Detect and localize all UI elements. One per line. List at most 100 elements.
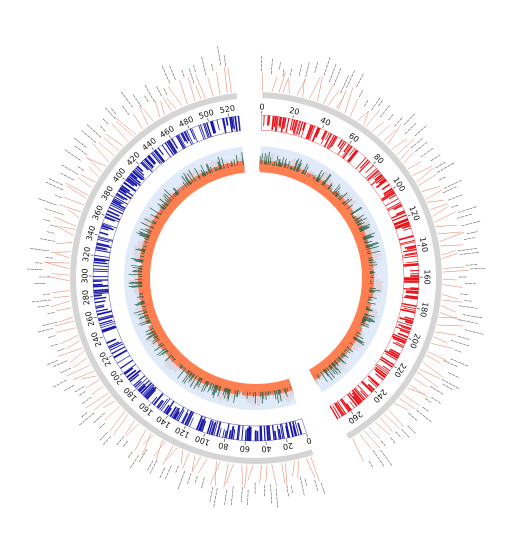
gene-label-glyph (134, 458, 137, 462)
gene-label-glyph (60, 361, 64, 364)
label-leader (441, 299, 463, 303)
gene-label-glyph (175, 469, 178, 473)
tick-label: 40 (319, 116, 332, 128)
gene-label-glyph (302, 488, 304, 492)
gene-bar (291, 421, 298, 437)
gene-bar (358, 160, 371, 173)
gene-bar (298, 121, 304, 136)
gene-bar (281, 423, 285, 439)
gene-label-glyph (459, 194, 463, 197)
gene-label-glyph (420, 128, 424, 131)
label-leader (297, 460, 299, 479)
gene-label-glyph (156, 86, 159, 90)
gene-label-glyph (385, 456, 388, 460)
label-leader (70, 350, 85, 363)
label-leader (109, 411, 126, 432)
gene-label-glyph (67, 367, 71, 370)
gene-bar (223, 118, 227, 129)
gene-bar (216, 421, 222, 437)
gene-bar (152, 151, 163, 164)
gene-label-glyph (47, 363, 51, 365)
gene-bar (95, 247, 108, 251)
gene-bar (189, 417, 194, 427)
gene-bar (135, 167, 145, 176)
gene-bar (108, 206, 123, 215)
tick-mark (151, 147, 154, 151)
gene-label-glyph (351, 74, 354, 78)
label-leader (432, 205, 449, 217)
gene-label-glyph (48, 209, 53, 212)
tick-mark (417, 308, 421, 310)
gene-bar (343, 143, 350, 153)
label-leader (430, 203, 448, 210)
label-leader (56, 307, 72, 312)
gene-label-glyph (152, 98, 155, 102)
gene-bar (110, 202, 125, 211)
gene-label-glyph (217, 46, 219, 50)
gene-label-glyph (81, 385, 85, 388)
gene-label-glyph (399, 117, 403, 121)
gene-label-glyph (458, 342, 462, 344)
gene-bar (224, 430, 227, 439)
gene-bar (181, 413, 189, 424)
gene-bar (157, 147, 164, 156)
tick-mark (110, 195, 114, 198)
tick-label: 0 (305, 436, 313, 446)
gene-label-glyph (417, 131, 421, 134)
gene-label-glyph (401, 429, 404, 432)
gene-label-glyph (424, 141, 428, 145)
gene-label-glyph (425, 398, 429, 401)
gene-bar (341, 145, 351, 158)
gene-label-glyph (466, 321, 470, 323)
gene-label-glyph (159, 474, 162, 479)
gene-bar (320, 131, 328, 145)
inner-band-ring (124, 146, 388, 410)
tick-mark (168, 135, 171, 139)
gene-label-glyph (464, 329, 468, 331)
gene-label-glyph (389, 462, 393, 466)
gene-bar (400, 241, 416, 246)
gene-label-glyph (169, 65, 172, 69)
label-leader (167, 86, 183, 107)
label-leader (143, 108, 154, 122)
gene-bar (360, 390, 368, 398)
gene-label-glyph (81, 150, 84, 153)
gene-label-glyph (474, 322, 478, 324)
gene-label-glyph (333, 82, 336, 87)
label-leader (442, 294, 458, 300)
label-leader (92, 142, 110, 163)
gene-bar (128, 175, 141, 187)
gene-bar (409, 269, 419, 272)
gene-bar (410, 273, 419, 275)
gene-label-glyph (149, 470, 152, 474)
label-leader (365, 109, 380, 127)
gene-label-glyph (451, 206, 455, 208)
gene-label-glyph (434, 156, 438, 159)
gene-bar (144, 386, 155, 398)
gene-label-glyph (83, 145, 87, 148)
gene-label-glyph (82, 401, 86, 404)
gene-label-glyph (121, 91, 124, 95)
label-leader (371, 122, 384, 132)
gene-label-glyph (447, 361, 451, 364)
label-leader (114, 117, 137, 135)
tick-label: 120 (407, 205, 421, 223)
gene-bar (134, 380, 142, 388)
gene-label-glyph (181, 69, 184, 74)
gene-label-glyph (407, 425, 411, 429)
gene-bar (403, 255, 418, 259)
label-leader (417, 371, 439, 388)
gene-label-glyph (368, 460, 371, 464)
gene-label-glyph (444, 166, 448, 169)
gene-label-glyph (397, 434, 401, 438)
gene-label-glyph (316, 61, 319, 66)
tick-mark (133, 389, 136, 392)
gene-label-glyph (153, 463, 156, 467)
gene-bar (177, 409, 185, 422)
label-leader (87, 157, 107, 167)
gene-label-glyph (299, 68, 302, 72)
gene-label-glyph (474, 316, 479, 318)
gene-bar (94, 257, 110, 262)
gene-bar (153, 393, 164, 406)
gene-label-glyph (466, 344, 470, 347)
